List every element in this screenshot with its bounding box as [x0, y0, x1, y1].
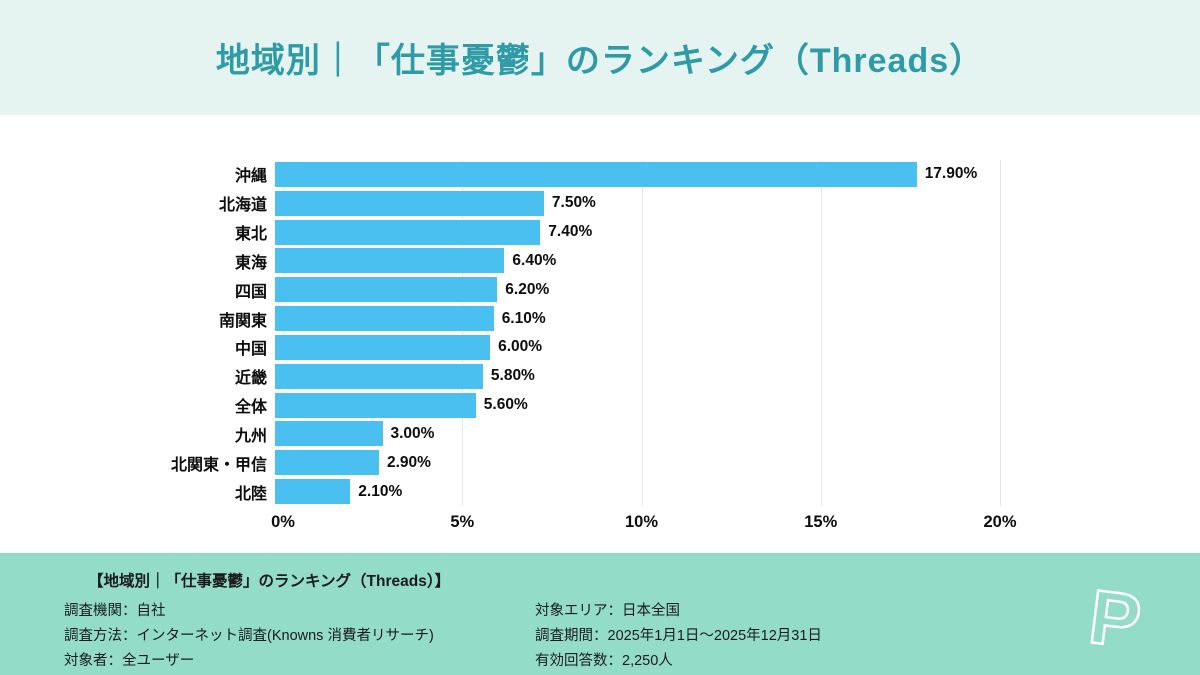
- value-label: 7.50%: [551, 194, 596, 212]
- bar: [275, 479, 351, 505]
- bar-row: 北関東・甲信 2.90%: [0, 448, 1200, 477]
- header-banner: 地域別｜「仕事憂鬱」のランキング（Threads）: [0, 0, 1200, 115]
- bar-chart: 沖縄 17.90% 北海道 7.50% 東北 7.40% 東海 6.40% 四国 6.20% 南関東…: [0, 115, 1200, 553]
- brand-logo-p: P: [1075, 571, 1155, 669]
- bar-row: 南関東 6.10%: [0, 304, 1200, 333]
- category-label: 近畿: [234, 370, 267, 388]
- bar-track: 7.50%: [275, 189, 1200, 218]
- bar: [275, 334, 491, 360]
- bar-row: 北陸 2.10%: [0, 477, 1200, 506]
- value-label: 17.90%: [924, 165, 978, 183]
- x-axis: 0% 5% 10% 15% 20%: [271, 513, 1016, 537]
- category-label: 東北: [234, 226, 267, 244]
- survey-info-line: 調査機関：自社: [64, 603, 166, 619]
- category-label: 四国: [234, 283, 267, 301]
- bar: [275, 161, 917, 187]
- value-label: 3.00%: [390, 424, 435, 442]
- category-label: 北陸: [234, 485, 267, 503]
- bar-row: 中国 6.00%: [0, 333, 1200, 362]
- bar-track: 5.60%: [275, 391, 1200, 420]
- category-label: 北関東・甲信: [170, 456, 267, 474]
- gridline: [641, 160, 643, 506]
- bar-rows: 沖縄 17.90% 北海道 7.50% 東北 7.40% 東海 6.40% 四国 6.20% 南関東…: [0, 160, 1200, 506]
- bar: [275, 306, 494, 332]
- value-label: 2.90%: [387, 453, 431, 471]
- category-label: 中国: [234, 341, 267, 359]
- footer-heading: 【地域別｜「仕事憂鬱」のランキング（Threads）】: [88, 573, 451, 590]
- bar: [275, 450, 379, 476]
- bar-row: 四国 6.20%: [0, 275, 1200, 304]
- bar-track: 6.10%: [275, 304, 1200, 333]
- bar-track: 2.10%: [275, 477, 1200, 506]
- gridline: [462, 160, 464, 506]
- bar-track: 5.80%: [275, 362, 1200, 391]
- value-label: 7.40%: [548, 223, 593, 241]
- bar-row: 北海道 7.50%: [0, 189, 1200, 218]
- bar: [275, 248, 505, 274]
- x-tick-label: 0%: [271, 513, 295, 531]
- survey-info-line: 調査期間：2025年1月1日～2025年12月31日: [535, 628, 822, 644]
- category-label: 沖縄: [234, 168, 267, 186]
- category-label: 北海道: [218, 197, 267, 215]
- bar: [275, 277, 498, 303]
- gridline: [820, 160, 822, 506]
- bar-track: 3.00%: [275, 419, 1200, 448]
- survey-info-line: 調査方法：インターネット調査(Knowns 消費者リサーチ): [64, 628, 434, 644]
- value-label: 5.80%: [490, 367, 535, 385]
- survey-info: 調査機関：自社調査方法：インターネット調査(Knowns 消費者リサーチ) 対象者…: [64, 599, 1094, 674]
- x-tick-label: 5%: [450, 513, 475, 531]
- category-label: 南関東: [218, 312, 267, 330]
- survey-info-line: 対象者：全ユーザー: [64, 653, 195, 669]
- bar-track: 17.90%: [275, 160, 1200, 189]
- bar: [275, 190, 544, 216]
- value-label: 6.20%: [505, 280, 550, 298]
- bar-row: 九州 3.00%: [0, 419, 1200, 448]
- bar: [275, 219, 541, 245]
- survey-info-line: 対象エリア：日本全国: [535, 603, 680, 619]
- value-label: 5.60%: [483, 396, 528, 414]
- survey-info-line: 有効回答数：2,250人: [535, 653, 673, 669]
- logo-letter: P: [1083, 573, 1146, 666]
- category-label: 東海: [234, 254, 267, 272]
- bar: [275, 363, 483, 389]
- value-label: 2.10%: [358, 482, 403, 500]
- bar-row: 東北 7.40%: [0, 218, 1200, 247]
- value-label: 6.40%: [512, 251, 557, 269]
- value-label: 6.10%: [501, 309, 546, 327]
- bar-row: 東海 6.40%: [0, 246, 1200, 275]
- bar-row: 近畿 5.80%: [0, 362, 1200, 391]
- x-tick-label: 20%: [983, 513, 1017, 531]
- bar-track: 6.40%: [275, 246, 1200, 275]
- bar: [275, 421, 383, 447]
- bar-row: 全体 5.60%: [0, 391, 1200, 420]
- footer-panel: 【地域別｜「仕事憂鬱」のランキング（Threads）】 調査機関：自社調査方法：…: [0, 553, 1200, 675]
- bar-track: 2.90%: [275, 448, 1200, 477]
- x-tick-label: 10%: [624, 513, 659, 531]
- survey-info-right: 対象エリア：日本全国調査期間：2025年1月1日～2025年12月31日 有効回答…: [535, 599, 1094, 674]
- category-label: 九州: [234, 427, 267, 445]
- gridline: [1000, 160, 1001, 506]
- bar: [275, 392, 476, 418]
- bar-track: 7.40%: [275, 218, 1200, 247]
- bar-row: 沖縄 17.90%: [0, 160, 1200, 189]
- value-label: 6.00%: [498, 338, 543, 356]
- chart-gridlines: [283, 160, 1001, 506]
- survey-info-left: 調査機関：自社調査方法：インターネット調査(Knowns 消費者リサーチ) 対象者…: [64, 599, 535, 674]
- category-label: 全体: [234, 399, 267, 417]
- bar-track: 6.20%: [275, 275, 1200, 304]
- page-title: 地域別｜「仕事憂鬱」のランキング（Threads）: [215, 42, 985, 80]
- x-tick-label: 15%: [804, 513, 838, 531]
- bar-track: 6.00%: [275, 333, 1200, 362]
